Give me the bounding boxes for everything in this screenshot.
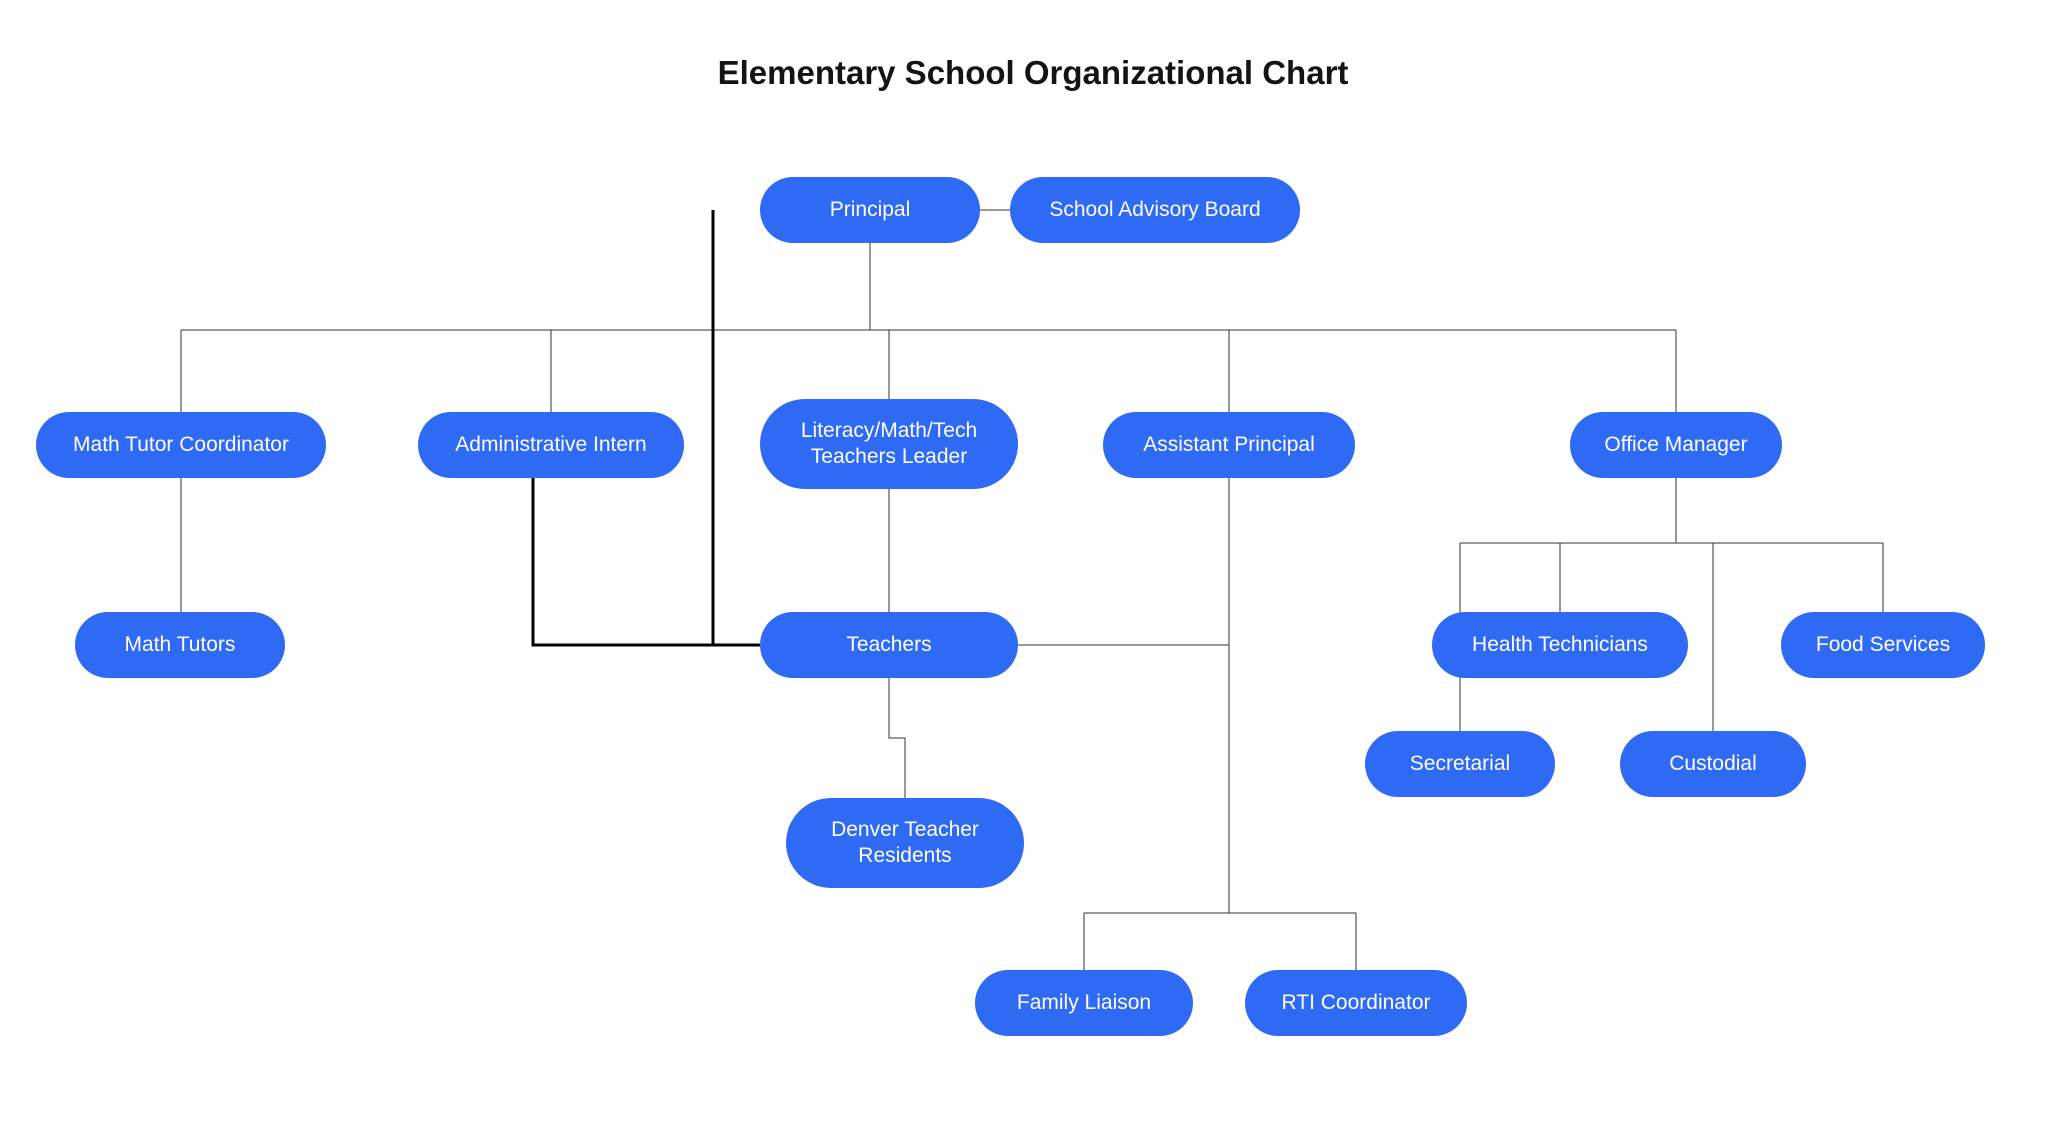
connector-layer (0, 0, 2066, 1137)
org-node-principal: Principal (760, 177, 980, 243)
org-node-litMathTech: Literacy/Math/Tech Teachers Leader (760, 399, 1018, 489)
org-node-custodial: Custodial (1620, 731, 1806, 797)
org-node-secretarial: Secretarial (1365, 731, 1555, 797)
org-node-rtiCoord: RTI Coordinator (1245, 970, 1467, 1036)
chart-title: Elementary School Organizational Chart (0, 54, 2066, 92)
org-node-denverResidents: Denver Teacher Residents (786, 798, 1024, 888)
org-chart-canvas: Elementary School Organizational Chart P… (0, 0, 2066, 1137)
org-node-officeMgr: Office Manager (1570, 412, 1782, 478)
org-node-mathTutors: Math Tutors (75, 612, 285, 678)
org-node-assistantPrin: Assistant Principal (1103, 412, 1355, 478)
org-node-advisory: School Advisory Board (1010, 177, 1300, 243)
org-node-mathTutorCoord: Math Tutor Coordinator (36, 412, 326, 478)
org-node-teachers: Teachers (760, 612, 1018, 678)
org-node-healthTech: Health Technicians (1432, 612, 1688, 678)
org-node-familyLiaison: Family Liaison (975, 970, 1193, 1036)
org-node-adminIntern: Administrative Intern (418, 412, 684, 478)
org-node-foodServices: Food Services (1781, 612, 1985, 678)
